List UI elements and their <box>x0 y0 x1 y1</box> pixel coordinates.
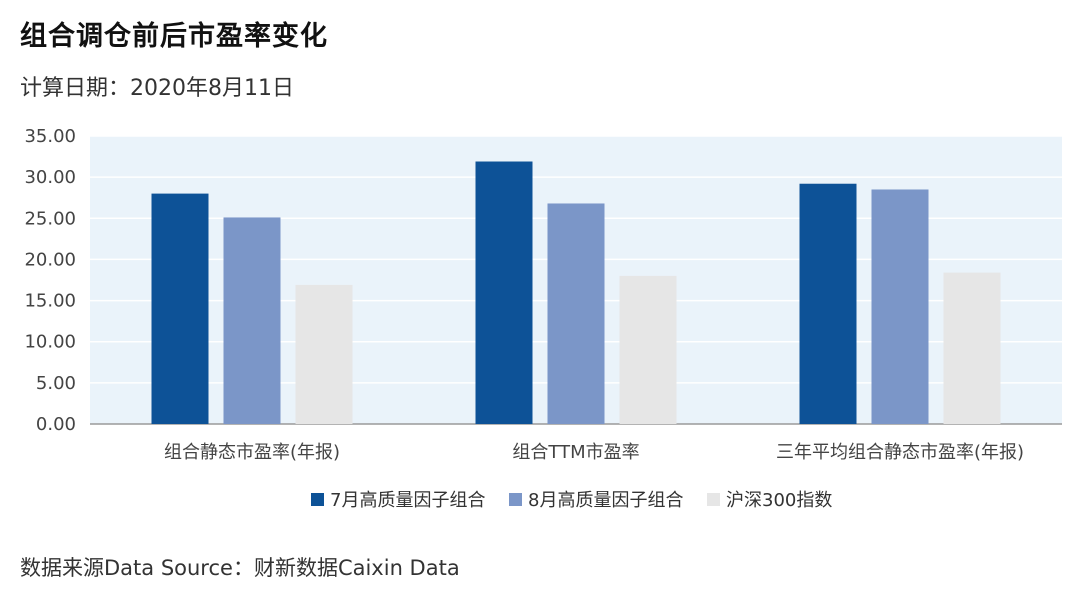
bar <box>619 275 677 424</box>
x-category-label: 组合TTM市盈率 <box>512 442 639 463</box>
data-source: 数据来源Data Source：财新数据Caixin Data <box>20 556 460 580</box>
y-tick-label: 25.00 <box>24 208 76 229</box>
bar <box>295 284 353 424</box>
y-tick-label: 15.00 <box>24 291 76 312</box>
legend-swatch <box>509 493 522 506</box>
y-tick-label: 30.00 <box>24 167 76 188</box>
y-tick-label: 20.00 <box>24 249 76 270</box>
y-tick-label: 35.00 <box>24 126 76 147</box>
bar <box>943 272 1001 424</box>
bar <box>475 161 533 424</box>
bar <box>151 193 209 424</box>
y-tick-label: 10.00 <box>24 332 76 353</box>
x-category-label: 三年平均组合静态市盈率(年报) <box>776 442 1024 463</box>
legend-swatch <box>311 493 324 506</box>
bar <box>871 189 929 424</box>
bar <box>223 217 281 424</box>
chart-subtitle: 计算日期：2020年8月11日 <box>20 76 294 101</box>
x-category-label: 组合静态市盈率(年报) <box>164 442 340 463</box>
y-tick-label: 0.00 <box>36 414 76 435</box>
bar <box>799 183 857 424</box>
legend-swatch <box>707 493 720 506</box>
legend-label: 8月高质量因子组合 <box>528 490 683 511</box>
legend-label: 沪深300指数 <box>726 490 832 511</box>
y-tick-label: 5.00 <box>36 373 76 394</box>
chart-title: 组合调仓前后市盈率变化 <box>20 21 328 52</box>
legend-label: 7月高质量因子组合 <box>330 490 485 511</box>
bar <box>547 203 605 424</box>
